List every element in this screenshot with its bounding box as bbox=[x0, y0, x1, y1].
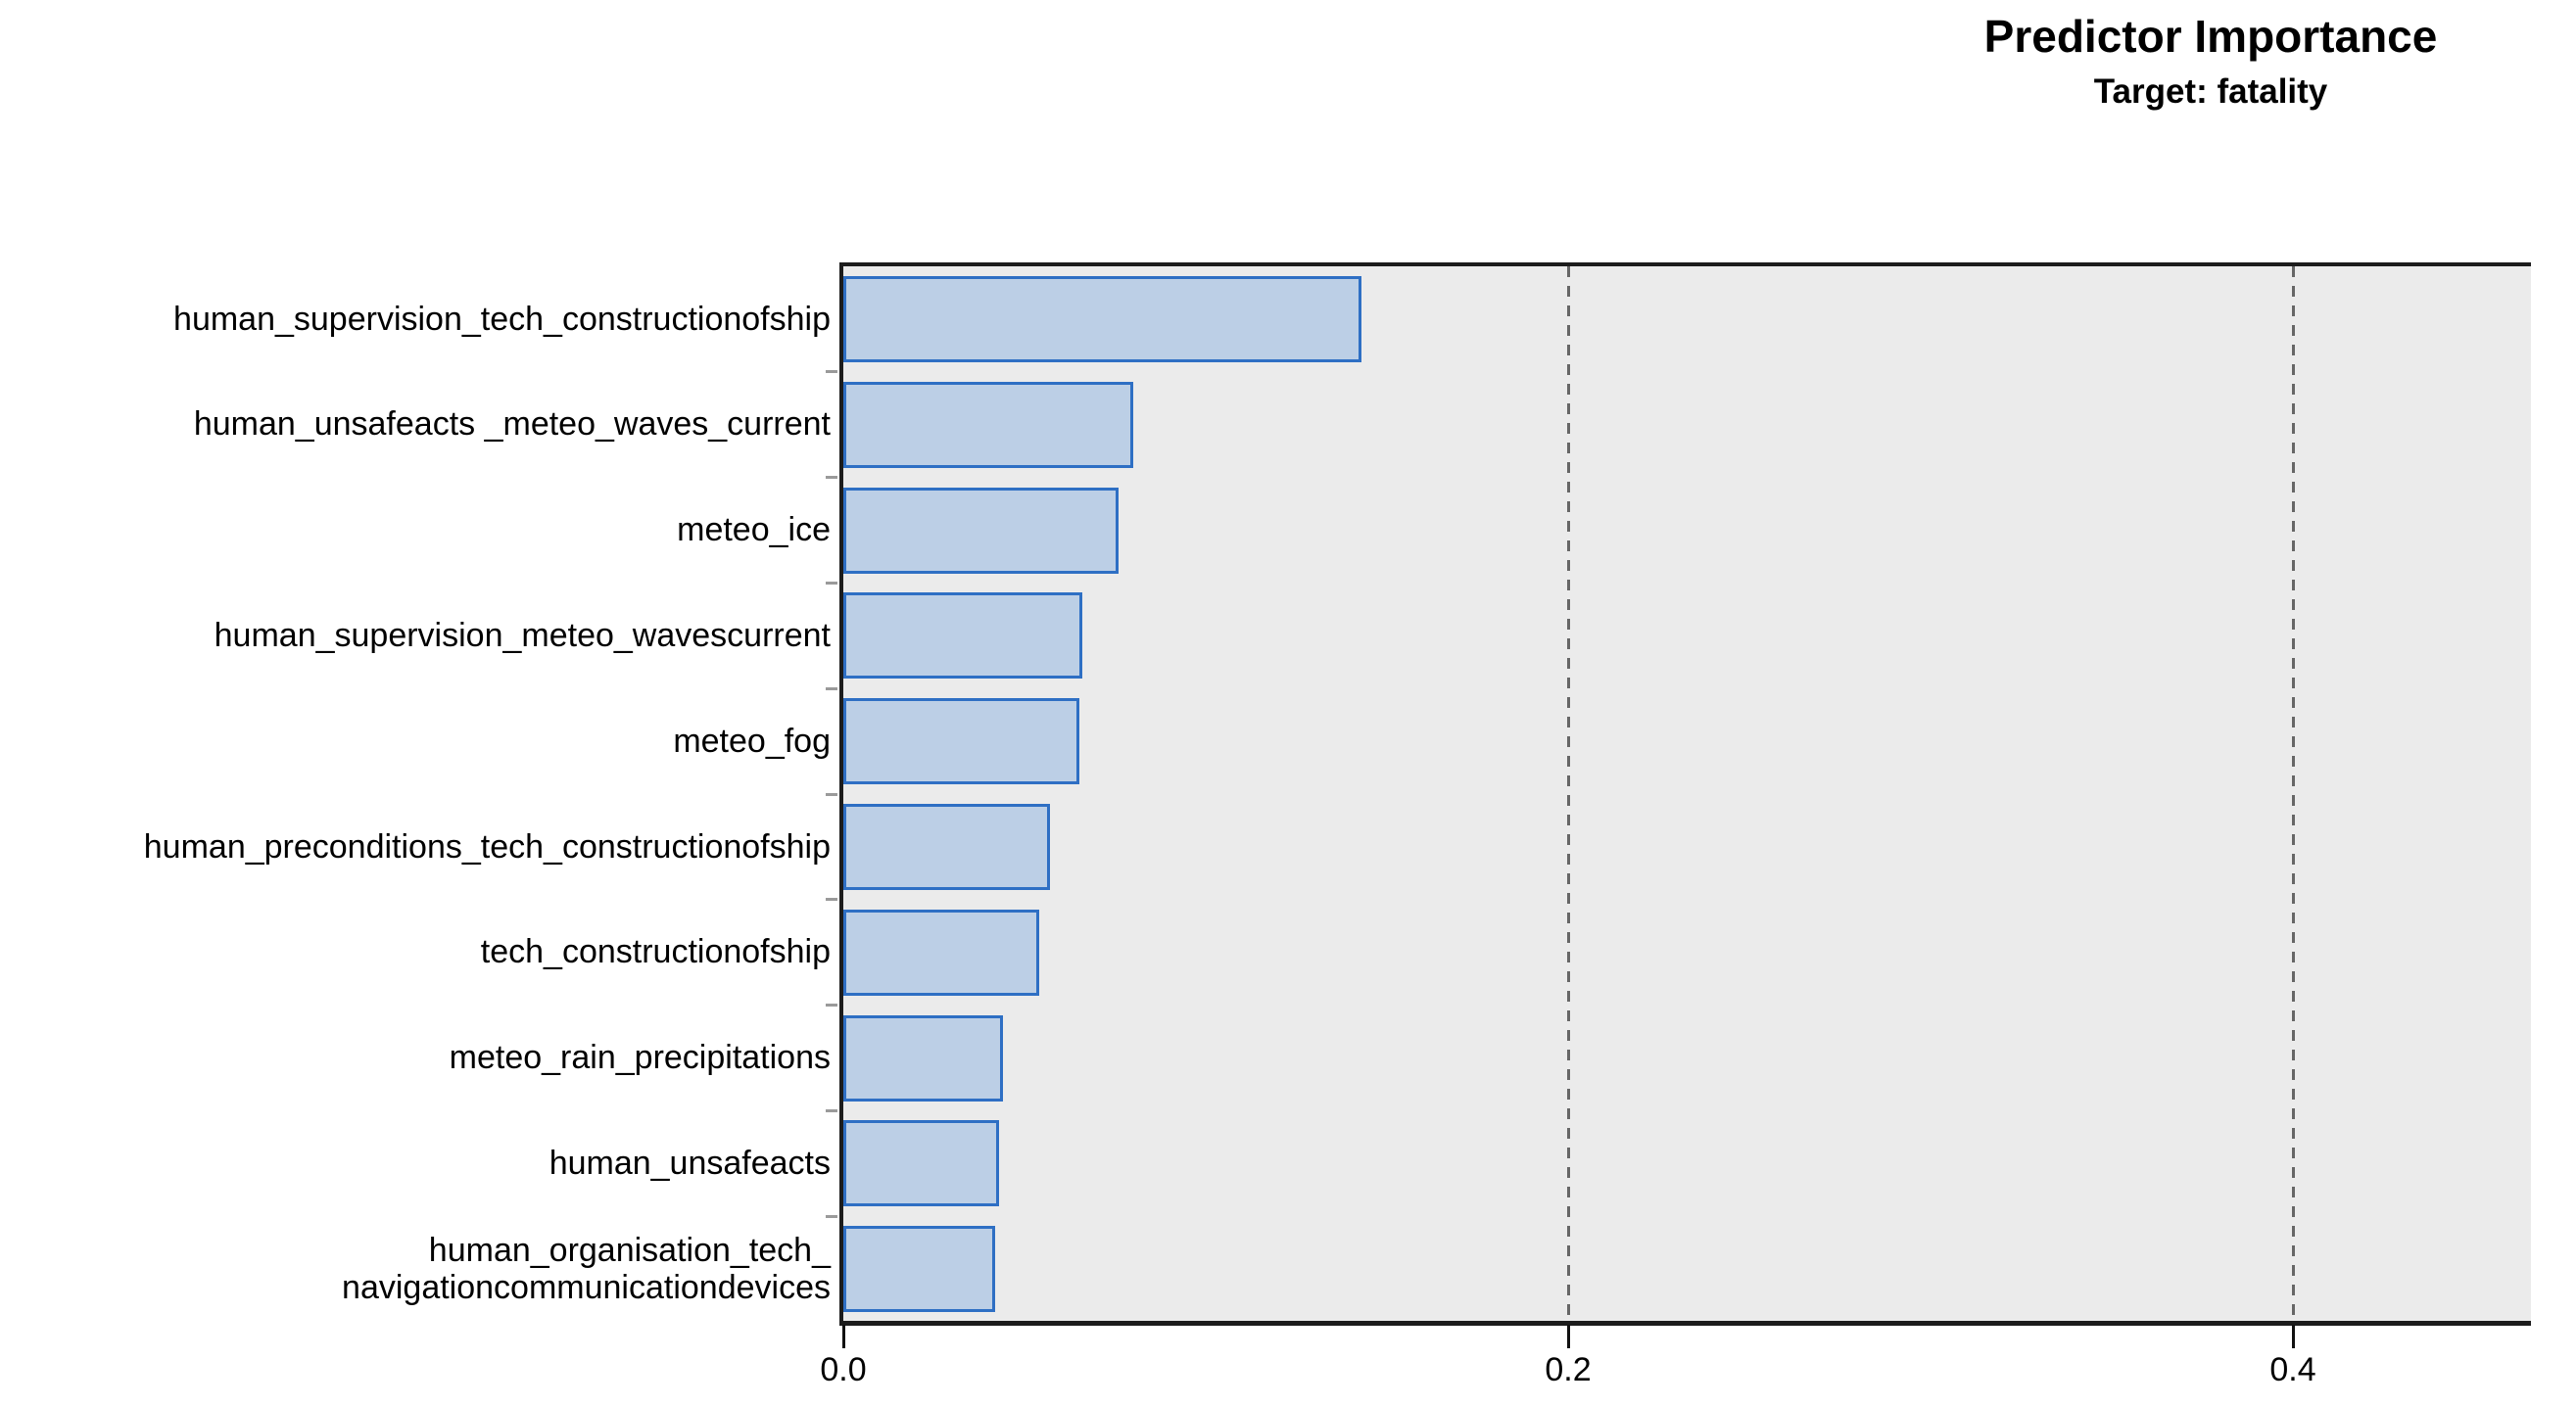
bar bbox=[843, 487, 1119, 574]
bar bbox=[843, 803, 1050, 890]
x-tick-mark bbox=[841, 1325, 845, 1348]
category-label: human_organisation_tech_ navigationcommu… bbox=[342, 1231, 831, 1307]
chart-title: Predictor Importance bbox=[1983, 11, 2438, 62]
category-tick-mark bbox=[826, 1108, 837, 1112]
category-tick-mark bbox=[826, 370, 837, 374]
x-tick-label: 0.4 bbox=[2269, 1351, 2316, 1388]
category-label: meteo_ice bbox=[677, 511, 831, 549]
category-label: human_unsafeacts _meteo_waves_current bbox=[193, 405, 831, 444]
bar bbox=[843, 381, 1133, 468]
x-gridline bbox=[1566, 266, 1570, 1321]
category-tick-mark bbox=[826, 792, 837, 796]
bar bbox=[843, 592, 1082, 680]
bar bbox=[843, 909, 1039, 996]
category-tick-mark bbox=[826, 898, 837, 902]
x-tick-mark bbox=[2291, 1325, 2295, 1348]
bar bbox=[843, 275, 1361, 362]
category-label: tech_constructionofship bbox=[480, 933, 831, 971]
chart-subtitle: Target: fatality bbox=[2093, 72, 2328, 111]
category-label: meteo_rain_precipitations bbox=[449, 1039, 831, 1077]
category-label: human_supervision_tech_constructionofshi… bbox=[173, 300, 831, 338]
x-axis-line bbox=[839, 1321, 2531, 1326]
category-tick-mark bbox=[826, 476, 837, 480]
category-tick-mark bbox=[826, 686, 837, 690]
category-label: human_preconditions_tech_constructionofs… bbox=[143, 827, 831, 866]
bar bbox=[843, 1014, 1003, 1102]
category-label: meteo_fog bbox=[673, 722, 831, 760]
bar bbox=[843, 1226, 995, 1313]
x-tick-label: 0.2 bbox=[1545, 1351, 1592, 1388]
x-tick-mark bbox=[1566, 1325, 1570, 1348]
category-label: human_supervision_meteo_wavescurrent bbox=[214, 617, 831, 655]
category-tick-mark bbox=[826, 1214, 837, 1218]
category-tick-mark bbox=[826, 581, 837, 585]
bar bbox=[843, 1120, 999, 1207]
category-label: human_unsafeacts bbox=[549, 1145, 831, 1183]
bar bbox=[843, 698, 1079, 785]
category-tick-mark bbox=[826, 1004, 837, 1008]
x-tick-label: 0.0 bbox=[820, 1351, 867, 1388]
x-gridline bbox=[2291, 266, 2295, 1321]
